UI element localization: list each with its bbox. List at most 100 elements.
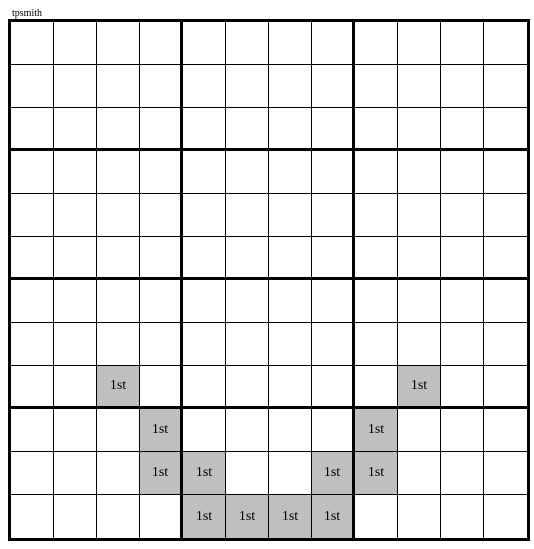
grid-cell — [11, 108, 54, 151]
grid-cell — [97, 452, 140, 495]
grid-cell — [11, 280, 54, 323]
grid-cell — [97, 108, 140, 151]
grid-cell — [312, 280, 355, 323]
grid-cell — [97, 237, 140, 280]
grid-cell — [484, 323, 527, 366]
grid-cell: 1st — [312, 495, 355, 538]
grid-cell — [183, 151, 226, 194]
grid-cell — [140, 280, 183, 323]
grid-cell — [226, 22, 269, 65]
grid-cell — [441, 194, 484, 237]
grid-cell — [398, 65, 441, 108]
grid-cell — [398, 452, 441, 495]
grid-cell — [355, 323, 398, 366]
grid-cell — [312, 151, 355, 194]
grid-cell: 1st — [140, 452, 183, 495]
grid-cell — [183, 409, 226, 452]
grid-cell — [441, 151, 484, 194]
grid-cell — [398, 323, 441, 366]
grid-cell — [355, 280, 398, 323]
grid-cell — [269, 65, 312, 108]
grid-cell — [355, 108, 398, 151]
grid-cell — [226, 237, 269, 280]
grid-cell — [140, 323, 183, 366]
grid-cell — [183, 108, 226, 151]
grid-cell — [97, 22, 140, 65]
grid-cell — [140, 151, 183, 194]
grid-cell — [355, 194, 398, 237]
grid-cell — [226, 280, 269, 323]
grid-cell — [269, 323, 312, 366]
grid-cell — [312, 409, 355, 452]
grid-cell — [484, 452, 527, 495]
grid-cell: 1st — [183, 452, 226, 495]
grid-cell — [54, 194, 97, 237]
grid-cell — [269, 151, 312, 194]
grid-cell — [484, 495, 527, 538]
grid-cell — [183, 280, 226, 323]
grid-cell — [398, 280, 441, 323]
grid-cell — [398, 22, 441, 65]
grid-cell: 1st — [97, 366, 140, 409]
grid-cell — [269, 237, 312, 280]
grid-cell — [269, 409, 312, 452]
grid-cell — [183, 323, 226, 366]
grid-cell — [312, 22, 355, 65]
grid-cell — [183, 65, 226, 108]
grid-cell — [183, 194, 226, 237]
grid-cell — [97, 151, 140, 194]
grid-cell: 1st — [226, 495, 269, 538]
grid-cell — [226, 194, 269, 237]
grid-cell — [11, 366, 54, 409]
grid-cell — [484, 151, 527, 194]
grid-cell — [140, 194, 183, 237]
grid-cell — [97, 323, 140, 366]
grid-cell — [269, 366, 312, 409]
grid-cell — [97, 65, 140, 108]
grid-cell — [484, 280, 527, 323]
grid-cell — [484, 108, 527, 151]
grid-cell — [355, 495, 398, 538]
grid-cell — [54, 495, 97, 538]
grid-cell: 1st — [398, 366, 441, 409]
grid-cell — [97, 194, 140, 237]
grid-cell — [54, 65, 97, 108]
grid-cell — [54, 323, 97, 366]
grid-cell — [54, 22, 97, 65]
grid-cell — [140, 65, 183, 108]
sudoku-grid: 1st1st1st1st1st1st1st1st1st1st1st1st — [8, 19, 530, 541]
grid-cell — [269, 280, 312, 323]
grid-cell — [11, 194, 54, 237]
grid-cell — [140, 237, 183, 280]
grid-cell — [441, 237, 484, 280]
grid-cell — [312, 108, 355, 151]
grid-cell — [54, 366, 97, 409]
grid-cell — [11, 22, 54, 65]
grid-cell — [54, 409, 97, 452]
grid-cell — [269, 22, 312, 65]
grid-cell — [11, 151, 54, 194]
grid-cell — [441, 22, 484, 65]
grid-cell — [97, 409, 140, 452]
grid-cell — [183, 22, 226, 65]
grid-cell — [312, 237, 355, 280]
grid-cell — [54, 151, 97, 194]
grid-cell — [441, 65, 484, 108]
grid-cell — [11, 65, 54, 108]
grid-cell — [398, 237, 441, 280]
grid-cell — [398, 409, 441, 452]
grid-cell — [226, 151, 269, 194]
grid-cell — [269, 194, 312, 237]
grid-cell — [97, 280, 140, 323]
grid-cell — [140, 108, 183, 151]
grid-cell — [140, 366, 183, 409]
grid-cell — [11, 237, 54, 280]
grid-cell — [312, 194, 355, 237]
grid-cell: 1st — [355, 409, 398, 452]
grid-cell: 1st — [312, 452, 355, 495]
grid-cell — [183, 366, 226, 409]
grid-cell — [398, 495, 441, 538]
grid-cell — [11, 495, 54, 538]
grid-cell — [355, 22, 398, 65]
grid-cell — [183, 237, 226, 280]
